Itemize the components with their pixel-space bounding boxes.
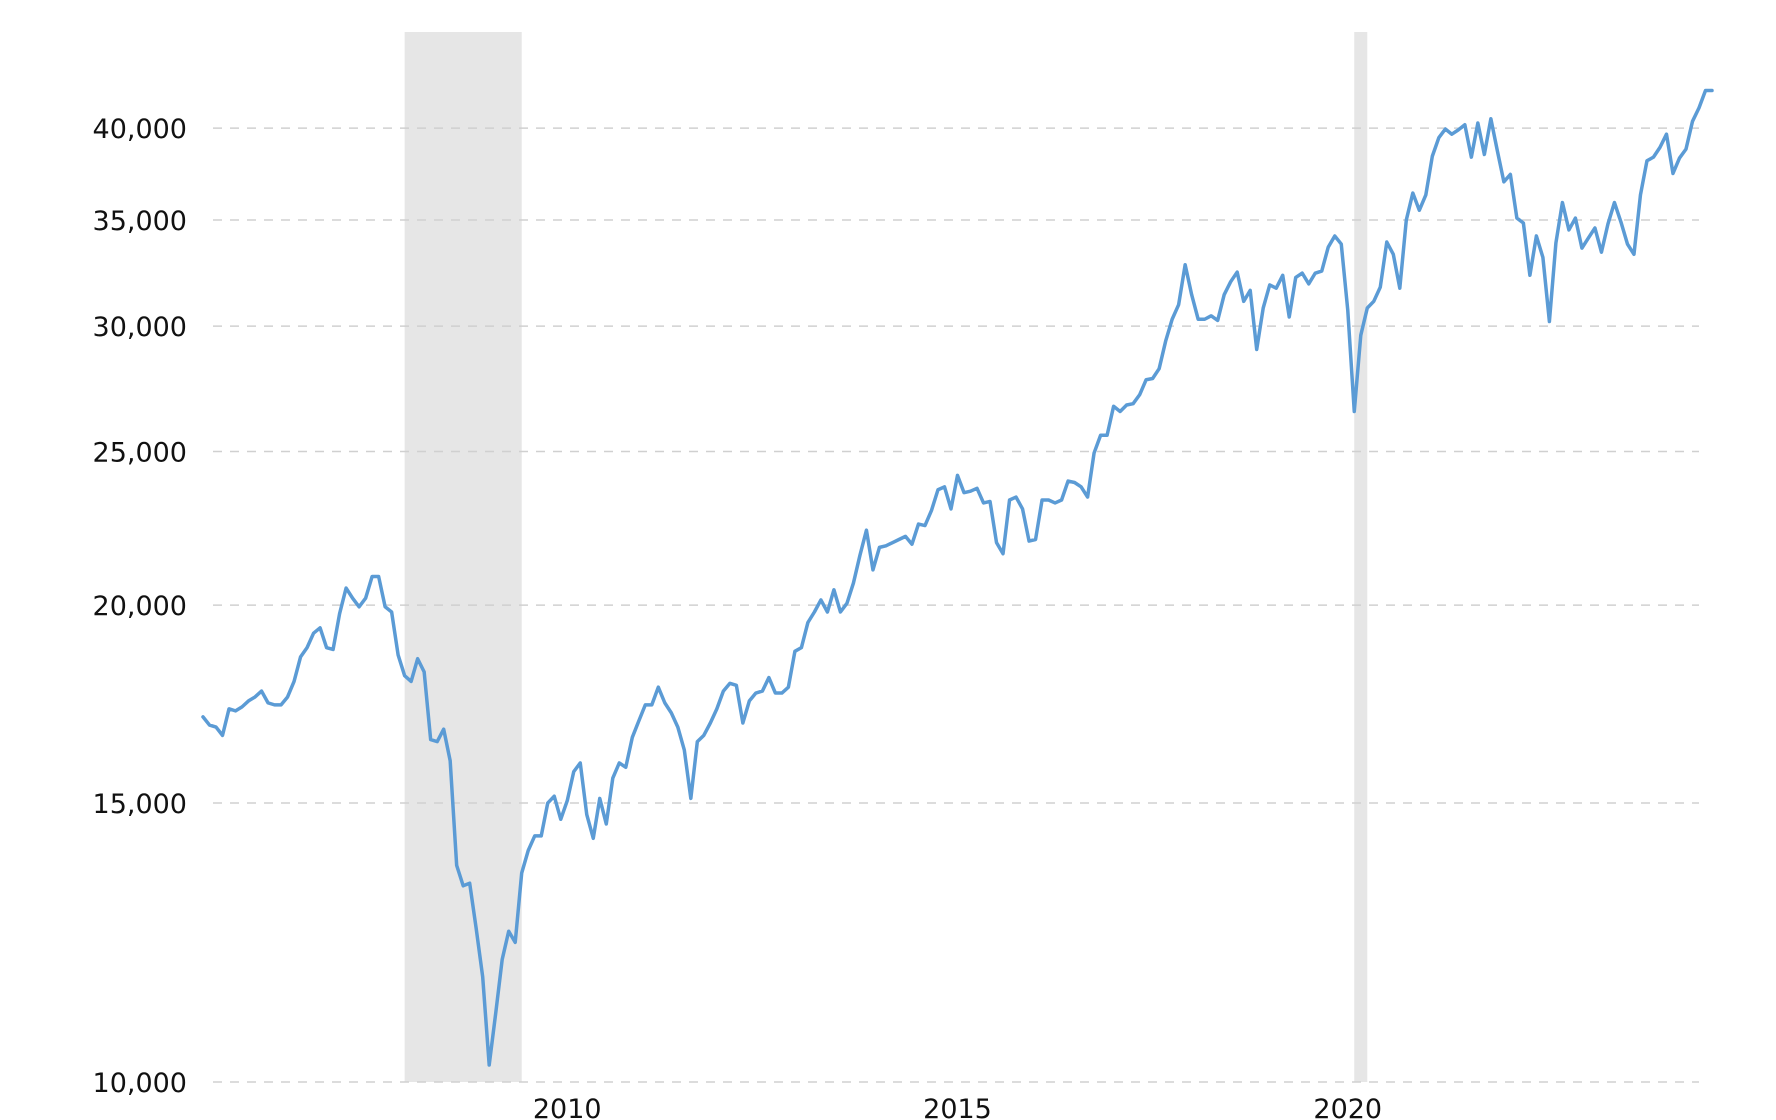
y-tick-label-5: 35,000 xyxy=(93,206,187,237)
y-tick-label-1: 15,000 xyxy=(93,789,187,820)
recession-band-1 xyxy=(1354,32,1368,1082)
x-tick-label-1: 2015 xyxy=(923,1094,992,1120)
y-tick-label-6: 40,000 xyxy=(93,114,187,145)
y-tick-label-3: 25,000 xyxy=(93,438,187,469)
y-tick-label-4: 30,000 xyxy=(93,312,187,343)
y-tick-label-0: 10,000 xyxy=(93,1068,187,1099)
recession-band-0 xyxy=(404,32,522,1082)
x-tick-label-2: 2020 xyxy=(1313,1094,1382,1120)
y-tick-label-2: 20,000 xyxy=(93,591,187,622)
series-line-0 xyxy=(201,88,1714,1067)
x-tick-label-0: 2010 xyxy=(533,1094,602,1120)
